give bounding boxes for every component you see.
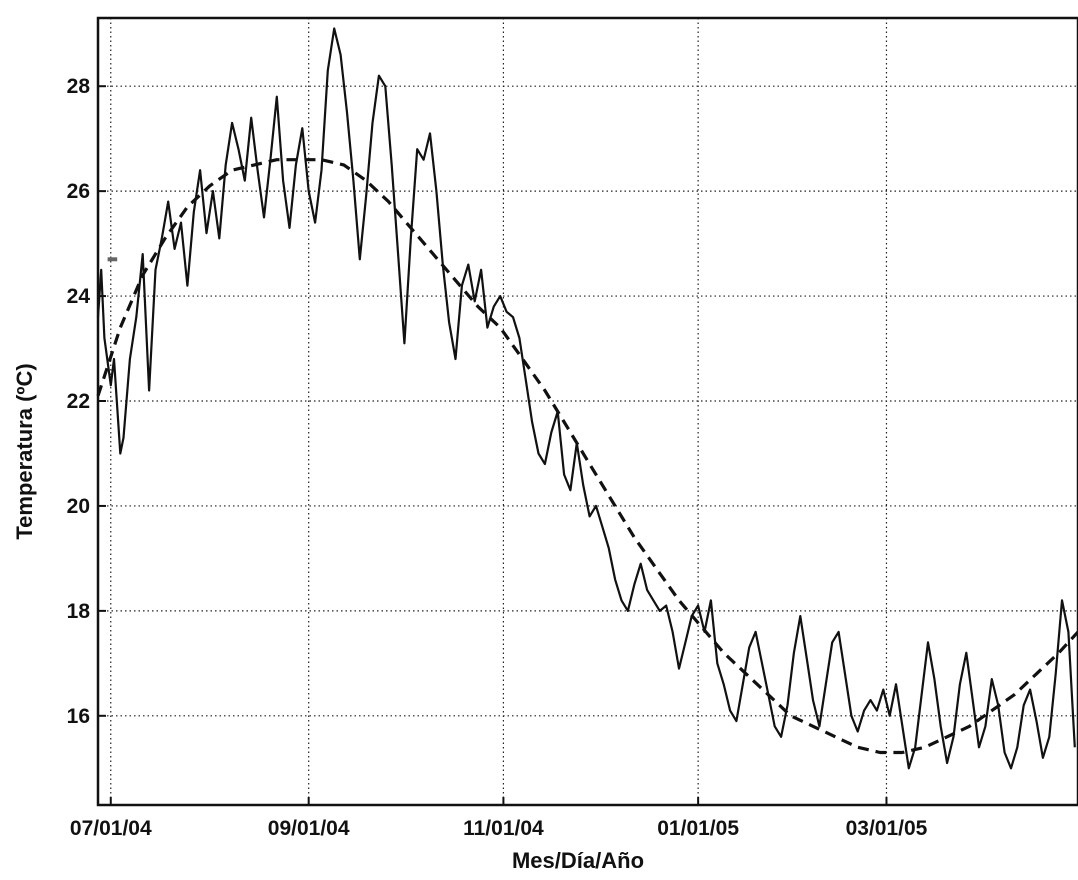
x-tick-label: 01/01/05 (657, 817, 739, 840)
grid (98, 18, 1078, 805)
y-tick-label: 28 (67, 75, 91, 98)
temperature-series-line (96, 27, 1076, 770)
fitted-curve-line (96, 158, 1078, 755)
y-tick-label: 18 (67, 600, 91, 623)
y-tick-label: 20 (67, 495, 90, 518)
x-tick-label: 09/01/04 (268, 817, 350, 840)
y-axis-label: Temperatura (ºC) (12, 363, 37, 539)
y-tick-label: 16 (67, 705, 90, 728)
x-tick-label: 03/01/05 (846, 817, 928, 840)
y-tick-label: 24 (67, 285, 91, 308)
tick-labels: 16 18 20 22 24 26 28 07/01/04 09/01/04 11/01/04 01… (67, 75, 928, 840)
tick-marks (98, 85, 888, 805)
y-tick-label: 26 (67, 180, 90, 203)
plot-frame (96, 16, 1078, 807)
x-tick-label: 11/01/04 (463, 817, 544, 840)
series-layer (96, 27, 1078, 770)
x-axis-label: Mes/Día/Año (512, 848, 644, 873)
y-tick-label: 22 (67, 390, 90, 413)
x-tick-label: 07/01/04 (70, 817, 152, 840)
